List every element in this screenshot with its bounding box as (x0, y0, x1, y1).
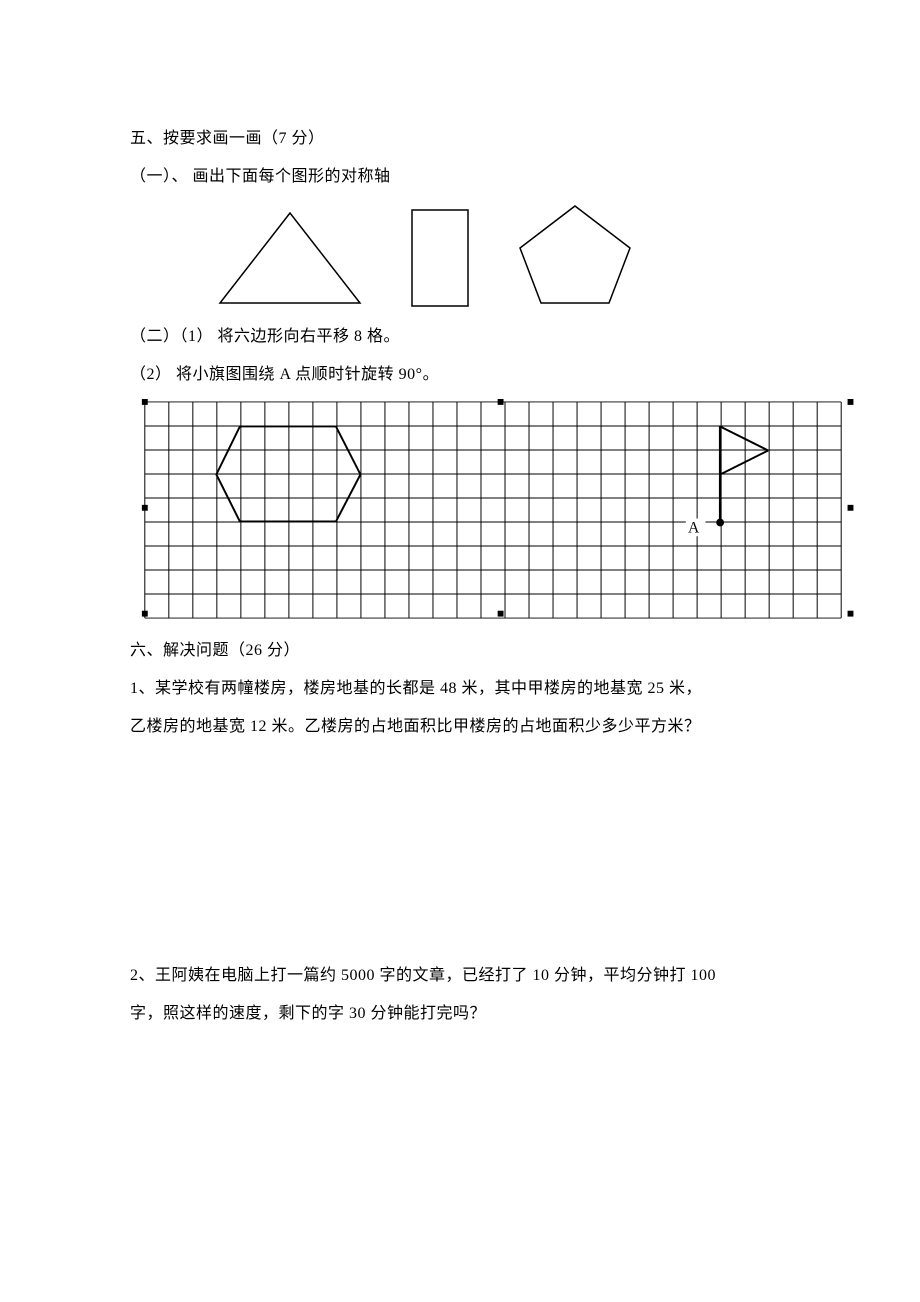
q1-line1: 1、某学校有两幢楼房，楼房地基的长都是 48 米，其中甲楼房的地基宽 25 米， (130, 670, 790, 708)
q2-line1: 2、王阿姨在电脑上打一篇约 5000 字的文章，已经打了 10 分钟，平均分钟打… (130, 957, 790, 995)
section-6-title: 六、解决问题（26 分） (130, 632, 790, 670)
section-5-sub1: （一）、 画出下面每个图形的对称轴 (130, 158, 790, 196)
triangle-polygon (220, 213, 360, 303)
rectangle-rect (412, 210, 468, 306)
spacer (130, 747, 790, 957)
triangle-shape (215, 208, 365, 308)
svg-text:A: A (688, 519, 700, 536)
shapes-row (130, 203, 790, 308)
section-5-sub2-2: （2） 将小旗图围绕 A 点顺时针旋转 90°。 (130, 356, 790, 394)
pentagon-shape (515, 203, 635, 308)
q2-line2: 字，照这样的速度，剩下的字 30 分钟能打完吗？ (130, 995, 790, 1033)
section-5-title: 五、按要求画一画（7 分） (130, 120, 790, 158)
pentagon-polygon (520, 206, 630, 303)
grid-image: A (130, 399, 790, 626)
q1-line2: 乙楼房的地基宽 12 米。乙楼房的占地面积比甲楼房的占地面积少多少平方米？ (130, 708, 790, 746)
section-5-sub2-1: （二）（1） 将六边形向右平移 8 格。 (130, 318, 790, 356)
rectangle-shape (410, 208, 470, 308)
grid-svg: A (130, 399, 856, 621)
